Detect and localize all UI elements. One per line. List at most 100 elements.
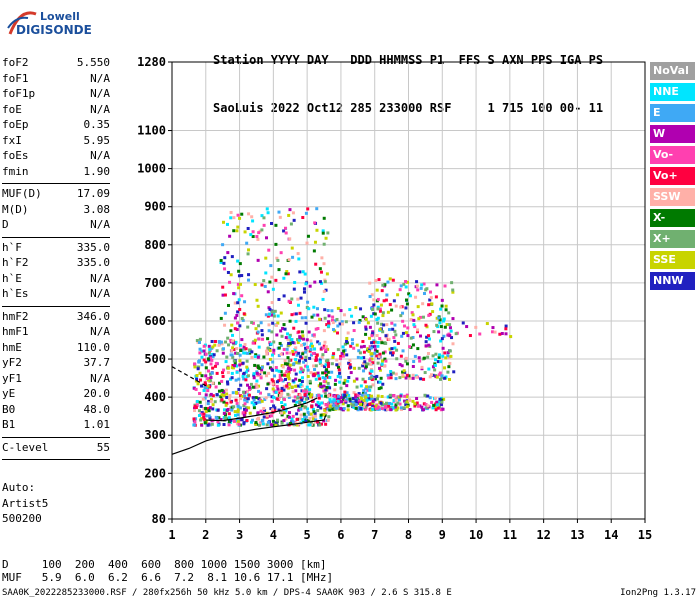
echo-point [393,329,397,333]
echo-point [238,394,242,398]
echo-point [325,373,329,377]
echo-point [278,341,282,345]
echo-point [256,411,260,415]
echo-point [320,401,324,405]
echo-point [355,343,359,347]
echo-point [309,412,313,416]
echo-point [248,348,252,352]
echo-point [381,382,385,386]
echo-point [409,336,413,340]
echo-point [192,417,196,421]
echo-point [233,361,237,365]
echo-point [344,320,348,324]
echo-point [327,394,331,398]
echo-point [416,288,420,292]
echo-point [252,373,256,377]
echo-point [271,287,275,291]
echo-point [273,406,277,410]
echo-point [267,248,271,252]
echo-point [293,348,297,352]
echo-point [235,347,239,351]
echo-point [388,277,392,281]
echo-point [343,399,347,403]
echo-point [416,330,420,334]
echo-point [308,412,312,416]
param-value: 5.550 [76,56,110,69]
echo-point [215,416,219,420]
echo-point [203,383,207,387]
echo-point [286,362,290,366]
echo-point [281,326,285,330]
echo-point [210,358,214,362]
echo-point [418,359,422,363]
echo-point [362,350,366,354]
param-name: foEp [2,118,29,131]
echo-point [341,395,345,399]
echo-point [238,324,242,328]
echo-point [391,327,395,331]
echo-point [211,403,215,407]
echo-point [361,340,365,344]
param-name: h`F2 [2,256,29,269]
echo-point [318,360,322,364]
echo-point [256,364,260,368]
echo-point [326,361,330,365]
echo-point [440,337,444,341]
echo-point [422,356,426,360]
echo-point [404,359,408,363]
echo-point [367,349,371,353]
echo-point [500,332,504,336]
echo-point [254,421,258,425]
echo-point [234,340,238,344]
echo-point [286,356,290,360]
echo-point [366,362,370,366]
echo-point [242,371,246,375]
echo-point [229,329,233,333]
echo-point [240,395,244,399]
echo-point [255,235,259,239]
echo-point [382,364,386,368]
echo-point [288,351,292,355]
echo-point [236,404,240,408]
echo-point [272,348,276,352]
echo-point [246,325,250,329]
echo-point [330,402,334,406]
echo-point [447,365,451,369]
echo-point [296,396,300,400]
echo-point [386,310,390,314]
echo-point [260,365,264,369]
y-tick-label: 500 [144,352,166,366]
echo-point [422,402,426,406]
echo-point [341,322,345,326]
echo-point [282,388,286,392]
echo-point [315,207,319,211]
echo-point [295,353,299,357]
echo-point [250,355,254,359]
echo-point [411,313,415,317]
echo-point [278,391,282,395]
echo-point [211,355,215,359]
echo-point [277,408,281,412]
echo-point [378,352,382,356]
echo-point [304,364,308,368]
echo-point [333,395,337,399]
echo-point [431,354,435,358]
echo-point [231,355,235,359]
echo-point [256,258,260,262]
echo-point [490,330,494,334]
echo-point [331,356,335,360]
echo-point [379,401,383,405]
y-tick-label: 900 [144,200,166,214]
param-value: 20.0 [83,387,111,400]
echo-point [287,359,291,363]
echo-point [234,391,238,395]
echo-point [443,284,447,288]
echo-point [413,404,417,408]
echo-point [208,406,212,410]
echo-point [322,380,326,384]
echo-point [285,270,289,274]
echo-point [438,321,442,325]
echo-point [257,231,261,235]
echo-point [362,398,366,402]
echo-point [235,402,239,406]
